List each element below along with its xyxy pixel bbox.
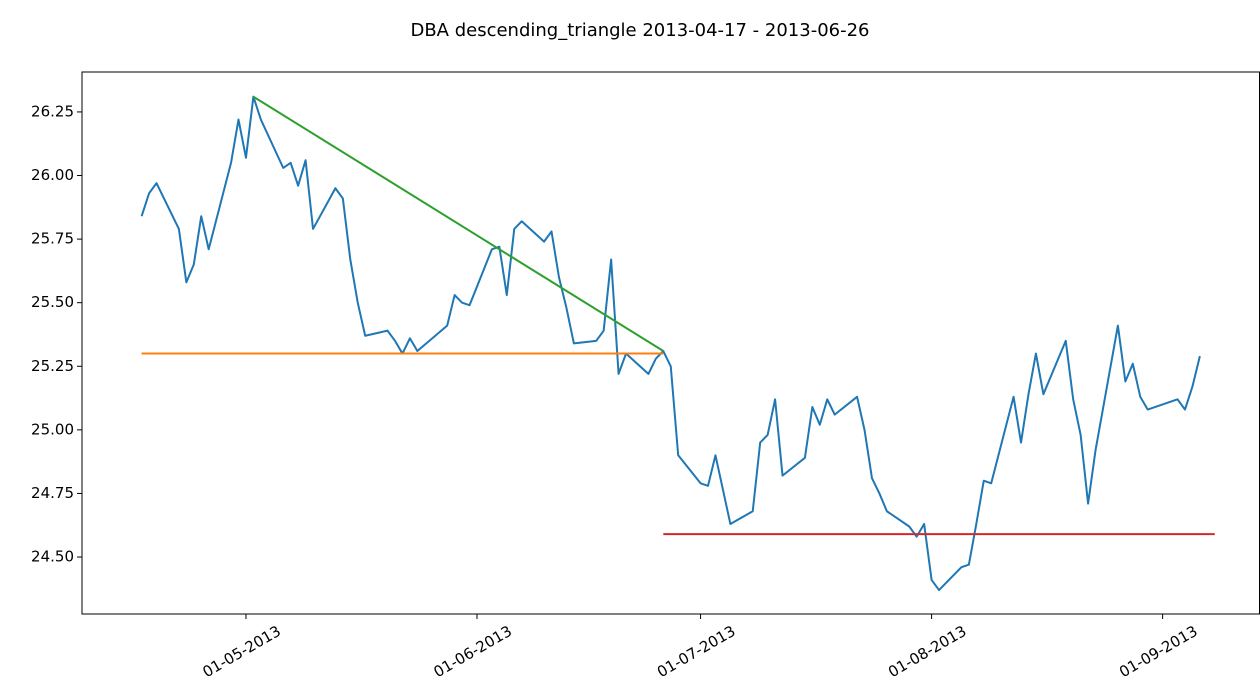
y-tick-label: 25.75 [31, 230, 74, 248]
chart-title: DBA descending_triangle 2013-04-17 - 201… [410, 20, 869, 41]
y-tick-label: 25.25 [31, 357, 74, 375]
y-tick-label: 25.50 [31, 293, 74, 311]
x-tick-label: 01-08-2013 [885, 622, 970, 681]
y-tick-label: 25.00 [31, 420, 74, 438]
series-line [252, 95, 664, 352]
y-tick-label: 24.75 [31, 484, 74, 502]
y-tick-label: 26.00 [31, 166, 74, 184]
y-tick-label: 26.25 [31, 102, 74, 120]
x-tick-label: 01-06-2013 [430, 622, 515, 681]
x-tick-label: 01-07-2013 [654, 622, 739, 681]
y-tick-label: 24.50 [31, 548, 74, 566]
plot-frame [81, 71, 1260, 615]
x-tick-label: 01-09-2013 [1116, 622, 1201, 681]
series-line [140, 95, 1201, 592]
x-tick-label: 01-05-2013 [199, 622, 284, 681]
